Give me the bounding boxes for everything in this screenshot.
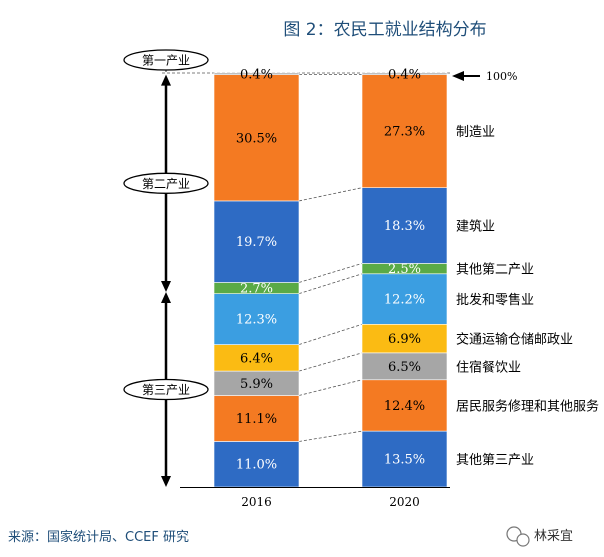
data-label-2020-7: 18.3% bbox=[384, 219, 425, 234]
data-label-2016-7: 19.7% bbox=[236, 235, 277, 250]
bar-segment-2016-7 bbox=[213, 200, 300, 283]
data-label-2016-4: 6.4% bbox=[240, 351, 273, 366]
bar-segment-2020-1 bbox=[361, 430, 448, 488]
arrow-left-icon bbox=[452, 71, 464, 81]
sector-label: 第一产业 bbox=[142, 54, 190, 68]
category-label: 居民服务修理和其他服务 bbox=[456, 398, 599, 414]
connector-line bbox=[298, 323, 363, 345]
bar-segment-2020-8 bbox=[361, 74, 448, 188]
connector-line bbox=[298, 263, 363, 283]
bar-segment-2016-3 bbox=[213, 370, 300, 396]
connector-line bbox=[298, 430, 363, 442]
category-label: 批发和零售业 bbox=[456, 292, 534, 308]
data-label-2020-5: 12.2% bbox=[384, 293, 425, 308]
bar-segment-2020-4 bbox=[361, 323, 448, 354]
bar-segment-2020-3 bbox=[361, 352, 448, 381]
sector-label: 第二产业 bbox=[142, 177, 190, 191]
segment-labels: 11.0% 11.1% 5.9% 6.4% 12.3% 2.7% 19.7% 30.5% 0.4… bbox=[236, 67, 425, 472]
data-label-2016-6: 2.7% bbox=[240, 282, 273, 297]
arrow-up-icon bbox=[161, 292, 171, 304]
sector-oval bbox=[123, 378, 209, 401]
data-label-2016-2: 11.1% bbox=[236, 412, 277, 427]
wechat-icon bbox=[506, 526, 530, 547]
bars bbox=[213, 72, 448, 488]
sector-oval bbox=[123, 172, 209, 194]
data-label-2020-9: 0.4% bbox=[388, 67, 421, 82]
arrow-down-icon bbox=[161, 281, 171, 293]
category-label: 建筑业 bbox=[456, 219, 495, 235]
x-tick-label: 2016 bbox=[241, 495, 272, 509]
data-label-2020-6: 2.5% bbox=[388, 262, 421, 277]
connector-line bbox=[298, 379, 363, 396]
connector-line bbox=[298, 187, 363, 202]
bar-segment-2016-2 bbox=[213, 395, 300, 442]
top-label: 100% bbox=[486, 70, 517, 83]
source-note: 来源：国家统计局、CCEF 研究 bbox=[8, 529, 189, 545]
data-label-2016-5: 12.3% bbox=[236, 313, 277, 328]
arrow-up-icon bbox=[161, 74, 171, 86]
data-label-2016-9: 0.4% bbox=[240, 67, 273, 82]
category-label: 其他第三产业 bbox=[456, 453, 534, 468]
bar-segment-2020-2 bbox=[361, 379, 448, 432]
data-label-2016-3: 5.9% bbox=[240, 377, 273, 392]
data-label-2020-1: 13.5% bbox=[384, 453, 425, 468]
x-tick-labels: 2016 2020 bbox=[241, 495, 420, 509]
x-tick-label: 2020 bbox=[389, 495, 420, 509]
connector-line bbox=[298, 273, 363, 295]
bar-segment-2016-9 bbox=[213, 72, 300, 75]
bar-segment-2016-5 bbox=[213, 293, 300, 345]
sector-label: 第三产业 bbox=[142, 383, 190, 397]
data-label-2020-8: 27.3% bbox=[384, 125, 425, 140]
bar-segment-2020-5 bbox=[361, 273, 448, 325]
data-label-2016-1: 11.0% bbox=[236, 458, 277, 473]
data-label-2020-3: 6.5% bbox=[388, 360, 421, 375]
top-reference: 100% bbox=[452, 70, 517, 83]
bar-segment-2020-9 bbox=[361, 72, 448, 75]
connector-line bbox=[298, 352, 363, 372]
arrow-down-icon bbox=[161, 476, 171, 487]
category-label: 住宿餐饮业 bbox=[456, 359, 521, 375]
watermark: 林采宜 bbox=[506, 526, 573, 547]
chart-title: 图 2：农民工就业结构分布 bbox=[283, 20, 486, 40]
bar-segment-2020-7 bbox=[361, 187, 448, 264]
category-label: 其他第二产业 bbox=[456, 263, 534, 278]
category-label: 制造业 bbox=[456, 125, 495, 140]
watermark-text: 林采宜 bbox=[534, 529, 573, 544]
category-label: 交通运输仓储邮政业 bbox=[456, 332, 573, 348]
bar-segment-2016-4 bbox=[213, 344, 300, 372]
data-label-2020-2: 12.4% bbox=[384, 399, 425, 414]
data-label-2020-4: 6.9% bbox=[388, 332, 421, 347]
data-label-2016-8: 30.5% bbox=[236, 131, 277, 146]
